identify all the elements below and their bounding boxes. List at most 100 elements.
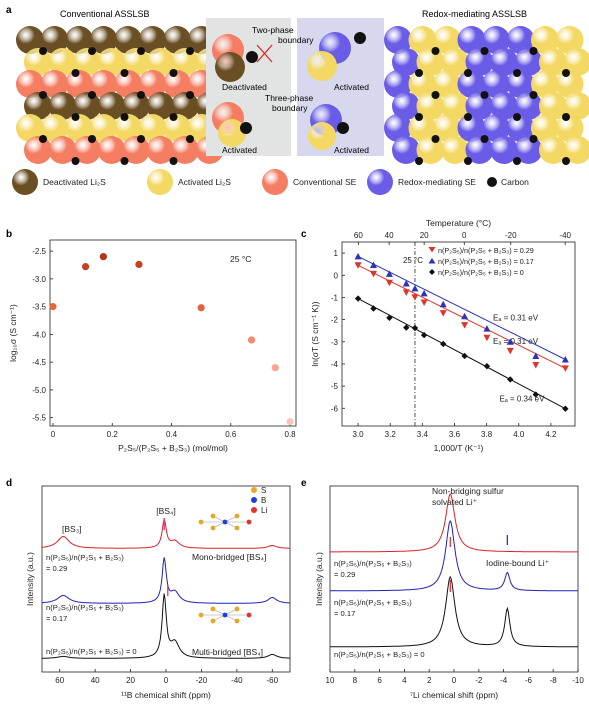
- conventional-particle: [171, 48, 199, 76]
- temperature-note: 25 °C: [230, 254, 251, 264]
- x-tick-label: 0: [51, 430, 56, 439]
- redox-particle: [433, 70, 461, 98]
- spectrum-line: [41, 557, 291, 604]
- x-tick-label: 3.6: [449, 430, 461, 439]
- bs3-label: [BS₃]: [62, 524, 82, 534]
- conventional-particle: [146, 92, 175, 120]
- blocked-path: [256, 44, 273, 63]
- redox-particle: [539, 136, 567, 164]
- carbon-particle: [120, 113, 129, 121]
- redox-particle: [555, 70, 584, 98]
- carbon-particle: [71, 157, 80, 165]
- fit-line: [357, 255, 566, 360]
- conventional-particle: [24, 136, 52, 164]
- carbon-particle: [464, 69, 472, 77]
- x-tick-label: -60: [267, 676, 279, 685]
- y-tick-label: -1: [331, 293, 339, 302]
- top-tick-label: 0: [462, 231, 467, 240]
- activated-label-2: Activated: [222, 145, 257, 155]
- redox-particle: [408, 26, 437, 54]
- fit-line: [357, 264, 566, 369]
- redox-particle: [490, 48, 518, 76]
- redox-particle: [539, 92, 567, 120]
- legend-label: Conventional SE: [293, 177, 357, 187]
- carbon-particle: [137, 135, 145, 143]
- redox-particle: [416, 136, 445, 164]
- x-tick-label: 3.0: [353, 430, 365, 439]
- legend-label: Activated Li₂S: [178, 177, 231, 187]
- atom: [198, 612, 204, 618]
- mono-bridged-label: Mono-bridged [BS₄]: [192, 552, 266, 562]
- redox-particle: [433, 26, 461, 54]
- x-tick-label: -8: [550, 676, 558, 685]
- panel-c-letter: c: [301, 229, 307, 240]
- y-tick-label: -5.0: [32, 386, 46, 395]
- data-marker: [354, 295, 362, 302]
- atom: [198, 519, 204, 525]
- activation-energy-label: Eₐ = 0.34 eV: [499, 395, 545, 404]
- spectrum-line: [42, 593, 290, 659]
- carbon-particle: [246, 51, 258, 63]
- conventional-cluster: [16, 26, 224, 165]
- redox-particle: [416, 92, 445, 120]
- redox-particle: [482, 26, 510, 54]
- carbon-particle: [415, 157, 423, 165]
- carbon-particle: [169, 157, 178, 165]
- ratio-label: n(P₂S₅)/n(P₂S₅ + B₂S₃): [334, 559, 412, 568]
- legend-carbon-swatch: [487, 177, 497, 187]
- carbon-particle: [240, 122, 252, 134]
- deactivated-li2s-sphere: [215, 52, 245, 82]
- conventional-particle: [97, 48, 126, 76]
- y-tick-label: -6: [331, 404, 339, 413]
- data-point: [197, 304, 205, 312]
- y-axis-label: Intensity (a.u.): [25, 552, 35, 606]
- activated-label-3: Activated: [334, 145, 369, 155]
- atom: [222, 519, 228, 525]
- carbon-particle: [137, 47, 145, 55]
- legend-label: Carbon: [501, 177, 529, 187]
- data-marker: [439, 300, 447, 308]
- data-marker: [420, 331, 428, 339]
- conventional-particle: [171, 92, 199, 120]
- redox-particle: [506, 70, 535, 98]
- redox-particle: [482, 70, 510, 98]
- legend-label: Redox-mediating SE: [398, 177, 476, 187]
- legend-label: n(P₂S₅)/n(P₂S₅ + B₂S₃) = 0.29: [438, 246, 534, 255]
- carbon-particle: [415, 113, 423, 121]
- data-marker: [461, 322, 469, 329]
- conventional-particle: [89, 26, 118, 54]
- legend-marker: [428, 247, 436, 253]
- activated-li2s-sphere: [308, 122, 336, 150]
- legend-marker: [428, 258, 436, 264]
- data-marker: [411, 324, 419, 332]
- conventional-particle: [89, 114, 118, 142]
- y-tick-label: 0: [334, 271, 339, 280]
- two-phase-label-1: Two-phase: [252, 25, 294, 35]
- panel-d-letter: d: [6, 478, 12, 489]
- conventional-particle: [73, 92, 101, 120]
- y-tick-label: -2: [331, 316, 339, 325]
- carbon-particle: [562, 69, 570, 77]
- redox-particle: [392, 48, 420, 76]
- data-marker: [562, 405, 569, 412]
- data-marker: [506, 347, 514, 355]
- x-tick-label: 4: [402, 676, 407, 685]
- data-point: [247, 336, 256, 344]
- conventional-title: Conventional ASSLSB: [60, 9, 150, 19]
- redox-particle: [441, 136, 469, 164]
- y-tick-label: -2.5: [32, 247, 46, 256]
- x-tick-label: 10: [326, 676, 335, 685]
- data-marker: [402, 279, 410, 287]
- x-tick-label: -2: [475, 676, 483, 685]
- redox-particle: [490, 136, 518, 164]
- data-marker: [354, 262, 362, 269]
- activated-li2s-sphere: [218, 119, 246, 147]
- conventional-particle: [163, 70, 191, 98]
- conventional-particle: [146, 136, 175, 164]
- two-phase-label-2: boundary: [278, 35, 314, 45]
- data-marker: [561, 355, 569, 363]
- carbon-particle: [39, 135, 47, 143]
- conventional-particle: [138, 70, 167, 98]
- y-tick-label: -3.5: [32, 303, 46, 312]
- redox-title: Redox-mediating ASSLSB: [422, 9, 527, 19]
